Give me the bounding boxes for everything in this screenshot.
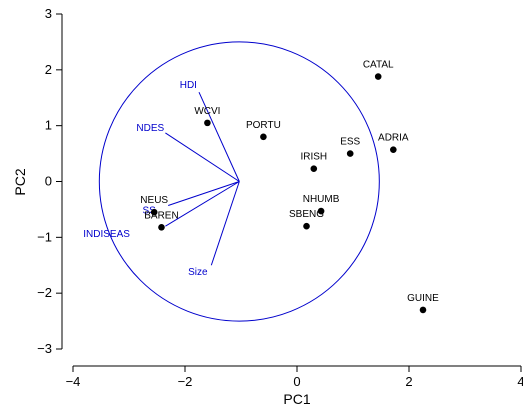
y-tick-label: −2	[37, 285, 52, 300]
point-label: SBENG	[289, 209, 324, 220]
y-axis-title: PC2	[12, 168, 28, 195]
point-label: ADRIA	[378, 133, 409, 144]
data-point	[310, 165, 318, 172]
point-label: GUINE	[407, 293, 439, 304]
correlation-circle-layer	[98, 41, 380, 322]
loading-label: Size	[188, 267, 208, 278]
x-tick-label: 0	[293, 374, 300, 389]
loading-vector	[165, 132, 240, 182]
x-tick-label: 4	[517, 374, 523, 389]
point-label: IRISH	[300, 152, 327, 163]
point-label: NHUMB	[303, 194, 340, 205]
loading-vector	[210, 181, 240, 266]
y-tick-label: 2	[45, 62, 52, 77]
data-point	[317, 207, 325, 215]
correlation-circle	[98, 41, 380, 322]
y-tick-label: 0	[45, 174, 52, 189]
data-point	[390, 146, 397, 153]
data-point	[158, 223, 165, 231]
point-label: CATAL	[363, 60, 394, 71]
data-point	[150, 208, 158, 216]
y-tick-label: 3	[45, 6, 52, 21]
y-tick-label: −3	[37, 341, 52, 356]
point-label: PORTU	[246, 120, 281, 131]
y-tick-label: −1	[37, 229, 52, 244]
data-point	[346, 150, 354, 157]
y-tick-label: 1	[45, 118, 52, 133]
loading-label: HDI	[180, 80, 197, 91]
point-label: WCVI	[194, 106, 220, 117]
loading-vectors-layer: HDI NDES SS INDISEAS Size	[83, 80, 240, 278]
point-label: BAREN	[144, 210, 178, 221]
data-point	[204, 119, 211, 127]
loading-vector	[168, 181, 240, 206]
point-label: ESS	[340, 137, 360, 148]
data-point	[260, 133, 267, 141]
loading-vector	[198, 91, 240, 182]
points-layer: CATAL ADRIA ESS PORTU WCVI IRISH NHUMB SBENG NEU…	[140, 60, 439, 314]
x-tick-label: 2	[405, 374, 412, 389]
loading-label: INDISEAS	[83, 229, 130, 240]
point-label: NEUS	[140, 195, 168, 206]
x-tick-label: −2	[178, 374, 193, 389]
loading-label: NDES	[136, 123, 164, 134]
x-tick-label: −4	[66, 374, 81, 389]
loading-vector	[165, 181, 240, 227]
loading-label: SS	[142, 205, 156, 216]
data-point	[303, 222, 310, 230]
data-point	[374, 73, 382, 80]
data-point	[419, 306, 427, 314]
axes: −4 −2 0 2 4 −3 −2 −1 0 1 2 3	[37, 6, 523, 389]
x-axis-title: PC1	[283, 391, 310, 407]
